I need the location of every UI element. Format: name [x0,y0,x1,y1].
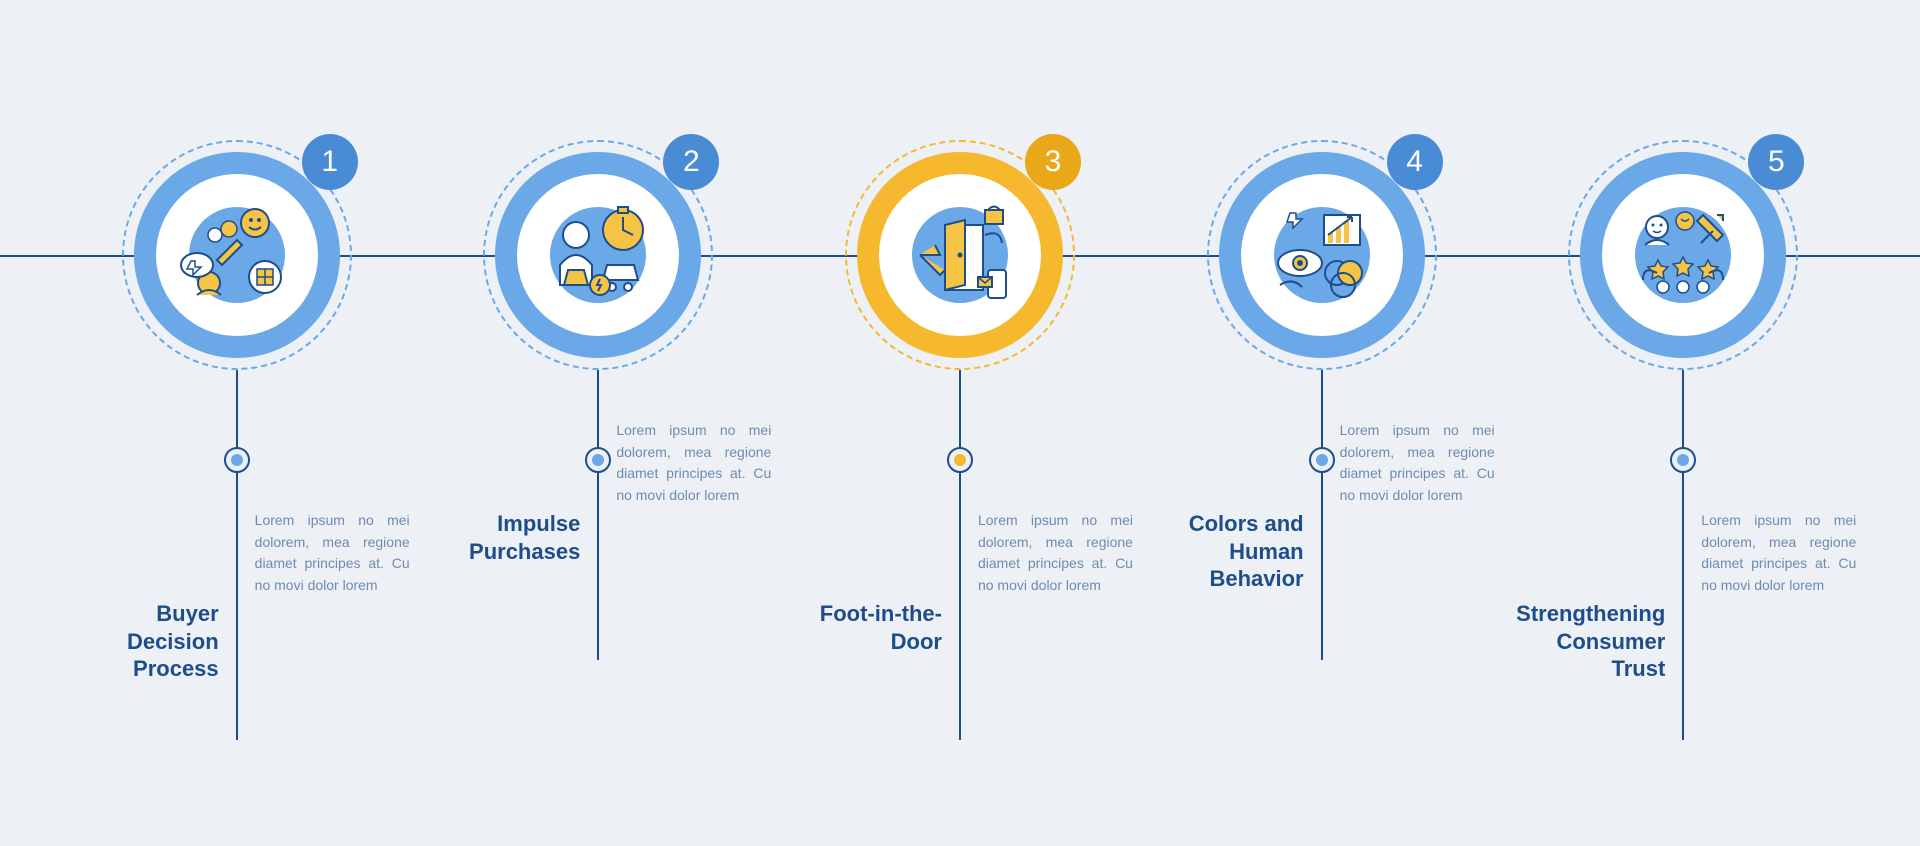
step-circle: 2 [483,140,713,370]
step-body-block: Lorem ipsum no mei dolorem, mea regione … [255,510,410,597]
connector-dot [224,447,250,473]
step-body-block: Lorem ipsum no mei dolorem, mea regione … [1701,510,1856,597]
step-title: Strengthening Consumer Trust [1515,600,1665,683]
connector-dot [947,447,973,473]
ring-inner [879,174,1041,336]
step-number-badge: 5 [1748,134,1804,190]
ring-inner [1241,174,1403,336]
step-number-badge: 2 [663,134,719,190]
connector-dot-inner [592,454,604,466]
steps-container: 1 Buyer Decision Process Lorem ipsum no m… [0,0,1920,846]
step-2: 2 Impulse PurchasesLorem ipsum no mei do… [433,0,763,846]
connector-line [1321,370,1323,660]
ring-inner [1602,174,1764,336]
step-number-badge: 1 [302,134,358,190]
step-title-block: Impulse Purchases [430,510,580,579]
connector-dot [1309,447,1335,473]
step-1: 1 Buyer Decision ProcessLorem ipsum no m… [72,0,402,846]
step-body-block: Lorem ipsum no mei dolorem, mea regione … [1340,420,1495,507]
step-circle: 5 [1568,140,1798,370]
step-body: Lorem ipsum no mei dolorem, mea regione … [1701,510,1856,597]
step-4: 4 Colors and Human BehaviorLorem ipsum n… [1157,0,1487,846]
step-body: Lorem ipsum no mei dolorem, mea regione … [616,420,771,507]
step-body-block: Lorem ipsum no mei dolorem, mea regione … [616,420,771,507]
connector-dot [1670,447,1696,473]
step-5: 5 Strengthening Consumer TrustLorem ipsu… [1518,0,1848,846]
step-title: Impulse Purchases [430,510,580,565]
step-body: Lorem ipsum no mei dolorem, mea regione … [255,510,410,597]
ring-inner [517,174,679,336]
step-title-block: Strengthening Consumer Trust [1515,600,1665,697]
step-title-block: Buyer Decision Process [69,600,219,697]
connector-dot-inner [954,454,966,466]
door-icon [890,185,1030,325]
step-circle: 4 [1207,140,1437,370]
step-title: Colors and Human Behavior [1154,510,1304,593]
connector-line [959,370,961,740]
step-circle: 3 [845,140,1075,370]
decision-icon [167,185,307,325]
step-number-badge: 4 [1387,134,1443,190]
connector-dot-inner [1677,454,1689,466]
step-3: 3 Foot-in-the-DoorLorem ipsum no mei dol… [795,0,1125,846]
step-circle: 1 [122,140,352,370]
step-body: Lorem ipsum no mei dolorem, mea regione … [1340,420,1495,507]
step-title: Buyer Decision Process [69,600,219,683]
connector-line [1682,370,1684,740]
step-body: Lorem ipsum no mei dolorem, mea regione … [978,510,1133,597]
connector-line [597,370,599,660]
step-number-badge: 3 [1025,134,1081,190]
step-body-block: Lorem ipsum no mei dolorem, mea regione … [978,510,1133,597]
step-title-block: Foot-in-the-Door [792,600,942,669]
connector-dot [585,447,611,473]
ring-inner [156,174,318,336]
step-title-block: Colors and Human Behavior [1154,510,1304,607]
connector-line [236,370,238,740]
colors-icon [1252,185,1392,325]
impulse-icon [528,185,668,325]
connector-dot-inner [231,454,243,466]
step-title: Foot-in-the-Door [792,600,942,655]
trust-icon [1613,185,1753,325]
connector-dot-inner [1316,454,1328,466]
